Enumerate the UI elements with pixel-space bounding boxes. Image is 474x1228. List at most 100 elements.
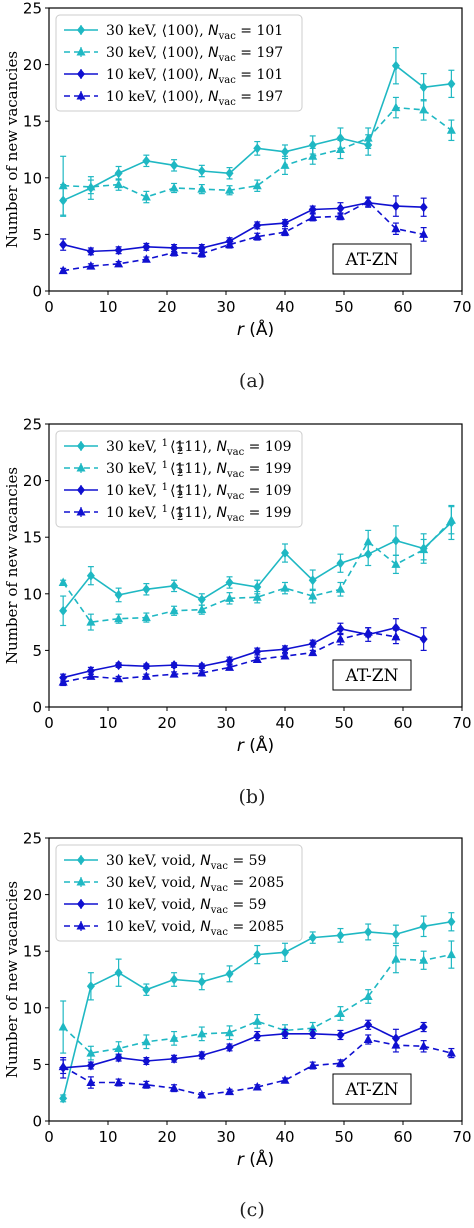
- panel-a-xtick-label: 60: [393, 298, 412, 316]
- panel-b-legend-marker: [77, 441, 85, 451]
- panel-c-series-2-point: [446, 949, 456, 959]
- panel-a-legend: 30 keV, ⟨100⟩, Nvac = 101 30 keV, ⟨100⟩, …: [55, 14, 303, 112]
- panel-a-x-axis-label: r (Å): [237, 318, 274, 340]
- panel-c-series-2-point: [197, 1028, 207, 1038]
- panel-c-series-2-point: [391, 954, 401, 963]
- panel-a-series-4-point: [419, 229, 429, 238]
- panel-c-legend-marker: [77, 855, 85, 865]
- panel-a-annotation: AT-ZN: [332, 243, 412, 275]
- panel-b-series-3-point: [86, 665, 95, 676]
- panel-b-series-3-point: [225, 655, 234, 666]
- panel-b-series-3-point: [114, 660, 123, 671]
- panel-b-plot-frame: [48, 423, 463, 708]
- panel-a-series-2-point: [86, 181, 96, 191]
- panel-b-ytick-label: 0: [32, 699, 42, 717]
- panel-a-series-2: [58, 96, 456, 216]
- panel-c-series-4-point: [86, 1077, 96, 1087]
- panel-a-series-3-point: [59, 239, 68, 250]
- panel-b-series-1-point: [142, 584, 151, 595]
- panel-a-series-4-point: [86, 261, 96, 270]
- panel-b-series-4-point: [252, 654, 262, 663]
- panel-a-series-1-point: [142, 155, 151, 166]
- panel-c-series-1-point: [419, 921, 428, 932]
- panel-c-series-2-point: [169, 1033, 179, 1042]
- panel-c-series-2-line: [62, 953, 452, 1054]
- panel-a-xtick-label: 0: [44, 298, 54, 316]
- panel-a-annotation-label: AT-ZN: [345, 250, 399, 270]
- panel-c-series-4-point: [308, 1060, 318, 1070]
- panel-b-xtick-label: 40: [275, 714, 294, 732]
- panel-a-series-2-point: [363, 133, 373, 142]
- panel-a-series-2-point: [197, 184, 207, 193]
- panel-b-series-4-point: [114, 673, 124, 683]
- panel-c-xtick-label: 30: [216, 1128, 235, 1146]
- panel-c-series-4-point: [197, 1089, 207, 1099]
- panel-a-xtick-label: 20: [157, 298, 176, 316]
- panel-b-series-2-point: [197, 604, 207, 614]
- panel-c-series-3-line: [63, 1023, 424, 1069]
- panel-c-xtick-label: 20: [157, 1128, 176, 1146]
- panel-b-series-3-point: [142, 661, 151, 672]
- panel-c-xtick-label: 60: [393, 1128, 412, 1146]
- panel-b-ytick-label: 25: [23, 416, 42, 434]
- panel-a-series-4-point: [58, 265, 68, 275]
- panel-a-series-4-line: [63, 200, 424, 272]
- panel-a-series-2-point: [280, 160, 290, 169]
- panel-c-series-1-point: [364, 926, 373, 937]
- panel-c-legend-label: 10 keV, void, Nvac = 59: [106, 897, 266, 916]
- panel-c-plot-frame: [48, 837, 463, 1122]
- panel-c-series-2-point: [363, 991, 373, 1000]
- panel-b-series-3-point: [336, 623, 345, 634]
- panel-a-ytick-label: 10: [23, 169, 42, 187]
- panel-a-series-1-point: [114, 168, 123, 179]
- panel-b-series-4-point: [335, 634, 345, 643]
- panel-a-series-2-point: [252, 180, 262, 190]
- panel-c-ytick-label: 10: [23, 999, 42, 1017]
- panel-c-xtick-label: 70: [452, 1128, 471, 1146]
- panel-c-series-2-point: [141, 1036, 151, 1046]
- panel-c-series-4: [58, 1034, 456, 1099]
- panel-c-series-3-point: [419, 1022, 428, 1033]
- panel-b-xtick-label: 10: [98, 714, 117, 732]
- panel-b-series-4-point: [280, 651, 290, 660]
- panel-b-ytick-label: 5: [32, 642, 42, 660]
- panel-a-xtick-label: 50: [334, 298, 353, 316]
- panel-c-series-1-point: [447, 916, 456, 927]
- panel-b-xtick-label: 70: [452, 714, 471, 732]
- panel-a-series-3-point: [281, 218, 289, 229]
- panel-c-ytick-label: 20: [23, 886, 42, 904]
- panel-c-series-3-point: [253, 1031, 262, 1042]
- panel-b-series-1-point: [225, 577, 234, 588]
- panel-a-series-3-point: [336, 203, 345, 214]
- panel-a-series-2-line: [63, 106, 452, 198]
- panel-c-series-4-point: [335, 1058, 345, 1067]
- panel-b-ytick-label: 15: [23, 529, 42, 547]
- panel-c-xtick-label: 40: [275, 1128, 294, 1146]
- panel-b-legend-fraction-denominator: 2: [177, 490, 183, 501]
- panel-a-xtick-label: 30: [216, 298, 235, 316]
- panel-c-legend-marker: [76, 921, 86, 930]
- panel-b-ytick-label: 10: [23, 585, 42, 603]
- panel-c-legend-label: 30 keV, void, Nvac = 59: [106, 853, 266, 872]
- panel-c-series-1-point: [336, 930, 345, 941]
- panel-a-series-1-point: [225, 168, 234, 179]
- panel-b-series-4-point: [363, 627, 373, 636]
- panel-c-x-axis-label: r (Å): [237, 1148, 274, 1170]
- panel-c-ytick-label: 5: [32, 1056, 42, 1074]
- panel-b-series-2-point: [141, 612, 151, 622]
- panel-b-xtick-label: 30: [216, 714, 235, 732]
- panel-a-series-4-point: [114, 258, 124, 268]
- panel-c-series-2-point: [58, 1022, 68, 1031]
- panel-a-series-1-point: [308, 139, 317, 150]
- panel-c-y-axis-label: Number of new vacancies: [3, 881, 21, 1078]
- panel-a-legend-marker: [77, 25, 85, 35]
- panel-b-series-4-point: [169, 669, 179, 678]
- panel-a-series-2-point: [391, 102, 401, 112]
- panel-a-series-4-point: [335, 211, 345, 220]
- panel-c-series-4-point: [225, 1086, 235, 1096]
- panel-b-series-3-point: [253, 646, 262, 657]
- panel-a-series-2-point: [225, 185, 235, 194]
- caption-a: (a): [238, 370, 266, 392]
- panel-c: 0 5 10 15 20 25 0 10 20 30 40 50 60 70 r (Å) Number of …: [3, 830, 472, 1171]
- panel-a-series-1-point: [391, 60, 400, 71]
